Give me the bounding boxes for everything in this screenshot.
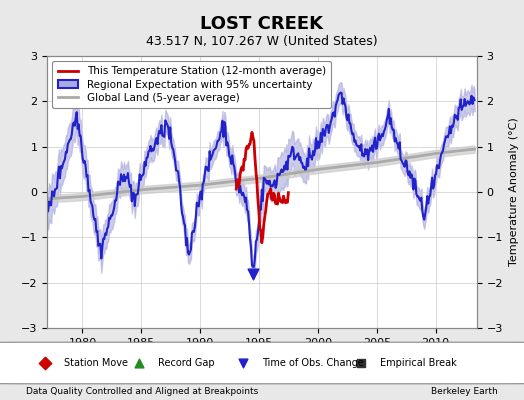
Text: LOST CREEK: LOST CREEK	[201, 15, 323, 33]
Point	[357, 360, 365, 366]
Point	[135, 360, 144, 366]
Text: Data Quality Controlled and Aligned at Breakpoints: Data Quality Controlled and Aligned at B…	[26, 387, 258, 396]
Point	[41, 360, 49, 366]
Point	[239, 360, 247, 366]
FancyBboxPatch shape	[0, 342, 524, 384]
Y-axis label: Temperature Anomaly (°C): Temperature Anomaly (°C)	[509, 118, 519, 266]
Text: Berkeley Earth: Berkeley Earth	[431, 387, 498, 396]
Text: Record Gap: Record Gap	[158, 358, 215, 368]
Legend: This Temperature Station (12-month average), Regional Expectation with 95% uncer: This Temperature Station (12-month avera…	[52, 61, 331, 108]
Text: Empirical Break: Empirical Break	[380, 358, 456, 368]
Text: Time of Obs. Change: Time of Obs. Change	[262, 358, 364, 368]
Text: Station Move: Station Move	[64, 358, 128, 368]
Point	[249, 270, 257, 277]
Text: 43.517 N, 107.267 W (United States): 43.517 N, 107.267 W (United States)	[146, 36, 378, 48]
